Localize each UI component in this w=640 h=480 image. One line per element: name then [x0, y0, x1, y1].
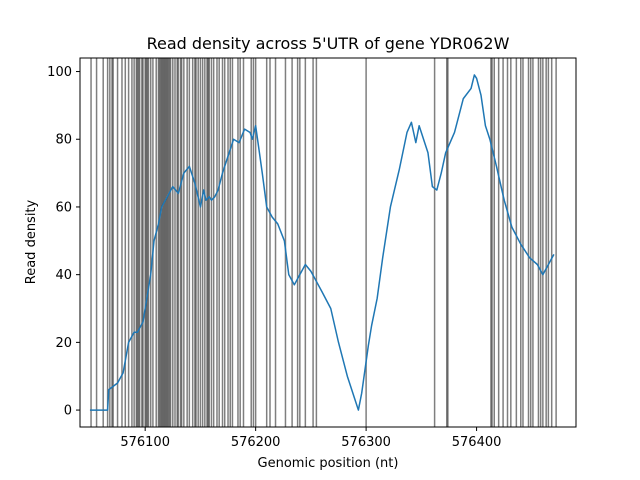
x-tick-label-2: 576300 [341, 435, 391, 450]
x-tick-label-3: 576400 [452, 435, 502, 450]
x-axis: 576100 576200 576300 576400 [120, 427, 501, 450]
plot-area [89, 58, 557, 427]
x-tick-label-0: 576100 [120, 435, 170, 450]
vertical-markers [90, 58, 557, 427]
series-line [89, 74, 555, 411]
chart-title: Read density across 5'UTR of gene YDR062… [147, 34, 510, 53]
y-axis-label: Read density [24, 199, 39, 284]
y-tick-label-4: 80 [55, 133, 72, 148]
x-tick-label-1: 576200 [231, 435, 281, 450]
y-axis: 0 20 40 60 80 100 [47, 65, 80, 419]
y-tick-label-0: 0 [64, 404, 72, 419]
x-axis-label: Genomic position (nt) [258, 456, 399, 471]
y-tick-label-2: 40 [55, 268, 72, 283]
y-tick-label-5: 100 [47, 65, 72, 80]
y-tick-label-3: 60 [55, 200, 72, 215]
plot-frame [79, 57, 577, 428]
y-tick-label-1: 20 [55, 336, 72, 351]
